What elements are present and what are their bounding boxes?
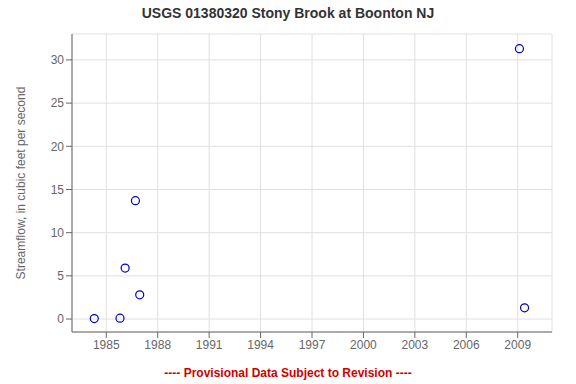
svg-text:25: 25 — [51, 96, 65, 110]
svg-text:10: 10 — [51, 226, 65, 240]
svg-text:30: 30 — [51, 53, 65, 67]
svg-text:1988: 1988 — [144, 338, 171, 352]
svg-text:1994: 1994 — [247, 338, 274, 352]
html-text:---- Provisional Data Subject: ---- Provisional Data Subject to Revisio… — [164, 366, 412, 380]
svg-text:Streamflow, in cubic feet per: Streamflow, in cubic feet per second — [14, 87, 28, 280]
html-text:USGS 01380320 Stony Brook at B: USGS 01380320 Stony Brook at Boonton NJ — [141, 5, 435, 21]
svg-text:15: 15 — [51, 183, 65, 197]
svg-text:5: 5 — [57, 269, 64, 283]
svg-text:20: 20 — [51, 140, 65, 154]
svg-text:0: 0 — [57, 312, 64, 326]
svg-text:1997: 1997 — [299, 338, 326, 352]
svg-text:2003: 2003 — [402, 338, 429, 352]
svg-text:2009: 2009 — [504, 338, 531, 352]
svg-text:2006: 2006 — [453, 338, 480, 352]
svg-text:1985: 1985 — [93, 338, 120, 352]
svg-text:1991: 1991 — [196, 338, 223, 352]
svg-text:2000: 2000 — [350, 338, 377, 352]
